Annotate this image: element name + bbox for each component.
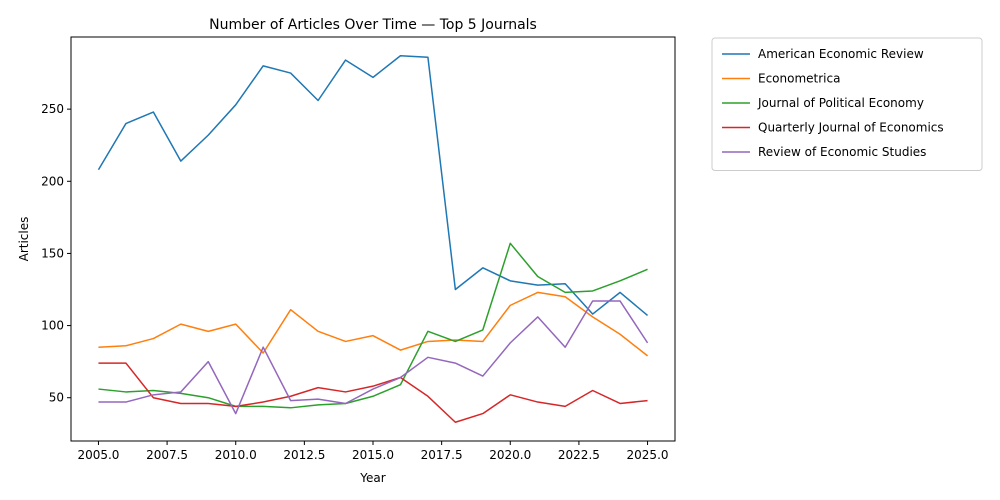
legend-label: Review of Economic Studies — [758, 145, 926, 159]
legend-label: Journal of Political Economy — [757, 96, 924, 110]
y-axis-title: Articles — [17, 217, 31, 262]
x-axis: 2005.0 2007.5 2010.0 2012.5 2015.0 2017.5 2020… — [77, 441, 669, 462]
chart-title: Number of Articles Over Time — Top 5 Jou… — [209, 17, 537, 33]
series-line-5 — [98, 300, 649, 415]
y-tick-label: 150 — [41, 246, 64, 260]
x-tick-label: 2020.0 — [489, 448, 531, 462]
x-tick-label: 2015.0 — [352, 448, 394, 462]
legend-label: Econometrica — [758, 72, 840, 86]
legend-label: American Economic Review — [758, 47, 924, 61]
x-tick-label: 2010.0 — [215, 448, 257, 462]
y-tick-label: 100 — [41, 319, 64, 333]
series-line-1 — [97, 55, 649, 317]
plot-frame — [70, 36, 676, 442]
x-tick-label: 2012.5 — [283, 448, 325, 462]
y-tick-label: 200 — [41, 174, 64, 188]
series-line-3 — [98, 242, 648, 409]
x-tick-label: 2022.5 — [558, 448, 600, 462]
plot-area — [97, 55, 649, 423]
series-line-2 — [98, 291, 649, 357]
legend: American Economic Review Econometrica Jour… — [711, 37, 983, 171]
y-tick-label: 50 — [49, 391, 64, 405]
x-tick-label: 2007.5 — [146, 448, 188, 462]
y-tick-label: 250 — [41, 102, 64, 116]
x-axis-title: Year — [359, 471, 385, 485]
y-axis: 50 100 150 200 250 — [41, 102, 71, 405]
legend-box — [711, 37, 983, 171]
legend-label: Quarterly Journal of Economics — [758, 121, 944, 135]
x-tick-label: 2025.0 — [627, 448, 669, 462]
x-tick-label: 2005.0 — [77, 448, 119, 462]
x-tick-label: 2017.5 — [421, 448, 463, 462]
series-line-4 — [98, 362, 648, 423]
